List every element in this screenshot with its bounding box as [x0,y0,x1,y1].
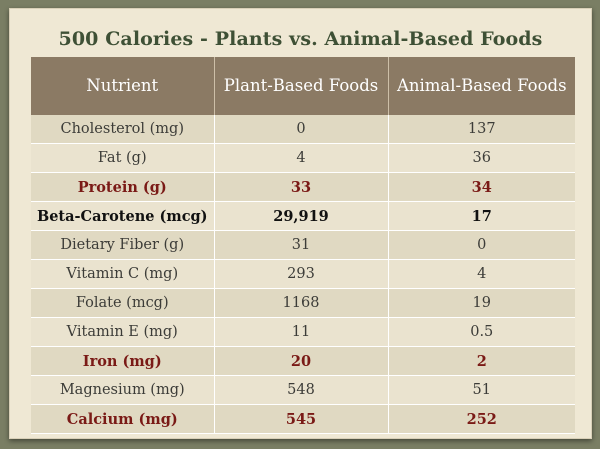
animal-value-cell: 4 [388,259,575,289]
animal-value-cell: 19 [388,288,575,318]
animal-value-cell: 2 [388,346,575,376]
slide: 500 Calories - Plants vs. Animal-Based F… [9,8,592,439]
nutrient-cell: Vitamin E (mg) [31,317,215,347]
animal-value-cell: 51 [388,375,575,405]
plant-value-cell: 548 [214,375,389,405]
slide-title: 500 Calories - Plants vs. Animal-Based F… [58,28,543,50]
animal-value-cell: 34 [388,172,575,202]
nutrient-cell: Folate (mcg) [31,288,215,318]
plant-value-cell: 4 [214,143,389,173]
table-row: Fat (g) 4 36 [31,143,575,173]
nutrient-cell: Magnesium (mg) [31,375,215,405]
plant-value-cell: 20 [214,346,389,376]
plant-value-cell: 33 [214,172,389,202]
header-nutrient: Nutrient [31,57,215,115]
table-row-highlighted: Protein (g) 33 34 [31,172,575,202]
plant-value-cell: 11 [214,317,389,347]
nutrient-cell: Vitamin C (mg) [31,259,215,289]
plant-value-cell: 31 [214,230,389,260]
nutrient-cell: Cholesterol (mg) [31,115,215,144]
animal-value-cell: 137 [388,115,575,144]
nutrient-cell: Dietary Fiber (g) [31,230,215,260]
nutrient-cell: Protein (g) [31,172,215,202]
animal-value-cell: 0 [388,230,575,260]
table-row-highlighted: Calcium (mg) 545 252 [31,404,575,434]
header-plant-based-foods: Plant-Based Foods [214,57,389,115]
animal-value-cell: 252 [388,404,575,434]
plant-value-cell: 293 [214,259,389,289]
nutrient-cell: Beta-Carotene (mcg) [31,201,215,231]
table-row: Vitamin E (mg) 11 0.5 [31,317,575,347]
plant-value-cell: 29,919 [214,201,389,231]
animal-value-cell: 36 [388,143,575,173]
header-animal-based-foods: Animal-Based Foods [388,57,575,115]
table-header-row: Nutrient Plant-Based Foods Animal-Based … [31,57,575,115]
animal-value-cell: 0.5 [388,317,575,347]
table-row: Magnesium (mg) 548 51 [31,375,575,405]
table-row: Dietary Fiber (g) 31 0 [31,230,575,260]
table-row: Folate (mcg) 1168 19 [31,288,575,318]
plant-value-cell: 545 [214,404,389,434]
table-row: Cholesterol (mg) 0 137 [31,115,575,144]
table-row: Vitamin C (mg) 293 4 [31,259,575,289]
plant-value-cell: 0 [214,115,389,144]
nutrient-cell: Fat (g) [31,143,215,173]
nutrient-cell: Calcium (mg) [31,404,215,434]
table-row-highlighted: Beta-Carotene (mcg) 29,919 17 [31,201,575,231]
animal-value-cell: 17 [388,201,575,231]
nutrient-comparison-table: Nutrient Plant-Based Foods Animal-Based … [31,57,575,434]
plant-value-cell: 1168 [214,288,389,318]
nutrient-cell: Iron (mg) [31,346,215,376]
table-row-highlighted: Iron (mg) 20 2 [31,346,575,376]
